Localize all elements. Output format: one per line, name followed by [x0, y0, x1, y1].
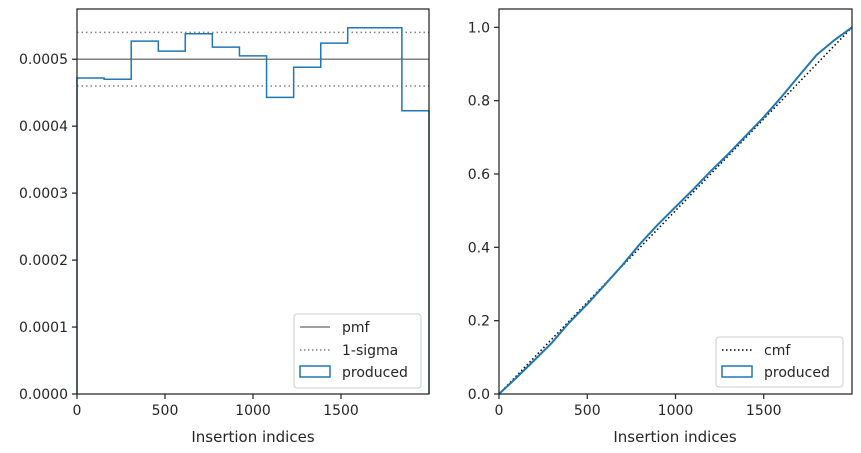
panel1-x-tick-label: 1000	[658, 403, 694, 419]
left-x-axis-label: Insertion indices	[191, 428, 314, 446]
produced-cumulative-line	[498, 26, 853, 395]
panel0-y-tick-label: 0.0000	[19, 387, 68, 403]
pmf-histogram-panel: 0 500 1000 1500 0.0000 0.0001 0.0002 0.0003 0.00…	[19, 8, 430, 446]
cmf-line	[498, 26, 853, 395]
cmf-panel: 0 500 1000 1500 0.0 0.2 0.4 0.6 0.8 1.0 Insertion…	[468, 8, 853, 446]
panel1-y-tick-label: 0.0	[468, 387, 490, 403]
legend-produced-swatch-right	[721, 365, 753, 378]
panel0-y-tick-label: 0.0002	[19, 253, 68, 269]
panel0-y-tick-label: 0.0005	[19, 52, 68, 68]
panel0-y-tick-label: 0.0001	[19, 320, 68, 336]
produced-histogram	[76, 26, 430, 394]
panel1-y-tick-label: 0.2	[468, 314, 490, 330]
panel1-y-tick-label: 0.4	[468, 240, 490, 256]
panel0-x-tick-label: 1500	[323, 403, 359, 419]
legend-produced-label-right: produced	[764, 365, 830, 381]
panel0-y-tick-label: 0.0004	[19, 119, 68, 135]
legend-produced-swatch	[299, 365, 331, 378]
legend-cmf-label: cmf	[764, 343, 791, 359]
left-legend-box	[293, 313, 422, 389]
legend-pmf-label: pmf	[342, 320, 371, 336]
left-legend: pmf 1-sigma produced	[293, 313, 422, 389]
panel1-y-tick-label: 0.8	[468, 94, 490, 110]
legend-produced-label: produced	[342, 365, 408, 381]
panel0-x-tick-label: 500	[152, 403, 179, 419]
panel1-x-tick-label: 1500	[746, 403, 782, 419]
panel1-y-tick-label: 1.0	[468, 20, 490, 36]
panel1-x-tick-label: 500	[574, 403, 601, 419]
legend-sigma-label: 1-sigma	[342, 343, 398, 359]
panel1-x-tick-label: 0	[495, 403, 504, 419]
right-legend-box	[715, 336, 844, 388]
right-x-axis-label: Insertion indices	[613, 428, 736, 446]
panel0-x-tick-label: 1000	[235, 403, 271, 419]
panel0-y-tick-label: 0.0003	[19, 186, 68, 202]
right-legend: cmf produced	[715, 336, 844, 388]
panel1-y-tick-label: 0.6	[468, 167, 490, 183]
panel0-x-tick-label: 0	[73, 403, 82, 419]
